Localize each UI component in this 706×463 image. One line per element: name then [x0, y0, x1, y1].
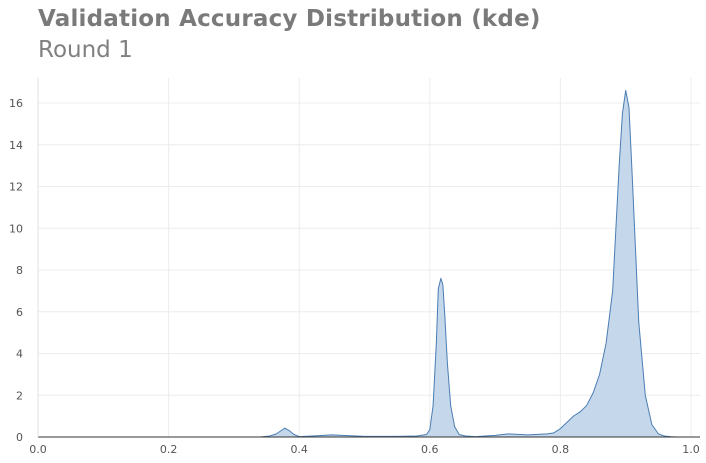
density-fill [260, 90, 678, 437]
y-tick-label: 4 [16, 348, 23, 361]
axes [37, 78, 700, 438]
density-line [259, 90, 678, 438]
y-tick-label: 12 [9, 181, 23, 194]
density-area [259, 90, 678, 438]
y-tick-label: 14 [9, 139, 23, 152]
x-axis-ticks: 0.0 0.2 0.4 0.6 0.8 1.0 [29, 443, 700, 456]
y-tick-label: 16 [9, 97, 23, 110]
x-tick-label: 0.8 [552, 443, 570, 456]
y-axis-ticks: 0 2 4 6 8 10 12 14 16 [9, 97, 23, 444]
y-tick-label: 0 [16, 431, 23, 444]
chart-title: Validation Accuracy Distribution (kde) [38, 6, 541, 32]
x-tick-label: 0.0 [29, 443, 47, 456]
y-tick-label: 6 [16, 306, 23, 319]
x-tick-label: 0.6 [421, 443, 439, 456]
y-tick-label: 8 [16, 264, 23, 277]
x-tick-label: 0.2 [160, 443, 178, 456]
x-tick-label: 1.0 [682, 443, 700, 456]
x-tick-label: 0.4 [290, 443, 308, 456]
chart-subtitle: Round 1 [38, 37, 133, 63]
y-tick-label: 2 [16, 389, 23, 402]
y-tick-label: 10 [9, 222, 23, 235]
